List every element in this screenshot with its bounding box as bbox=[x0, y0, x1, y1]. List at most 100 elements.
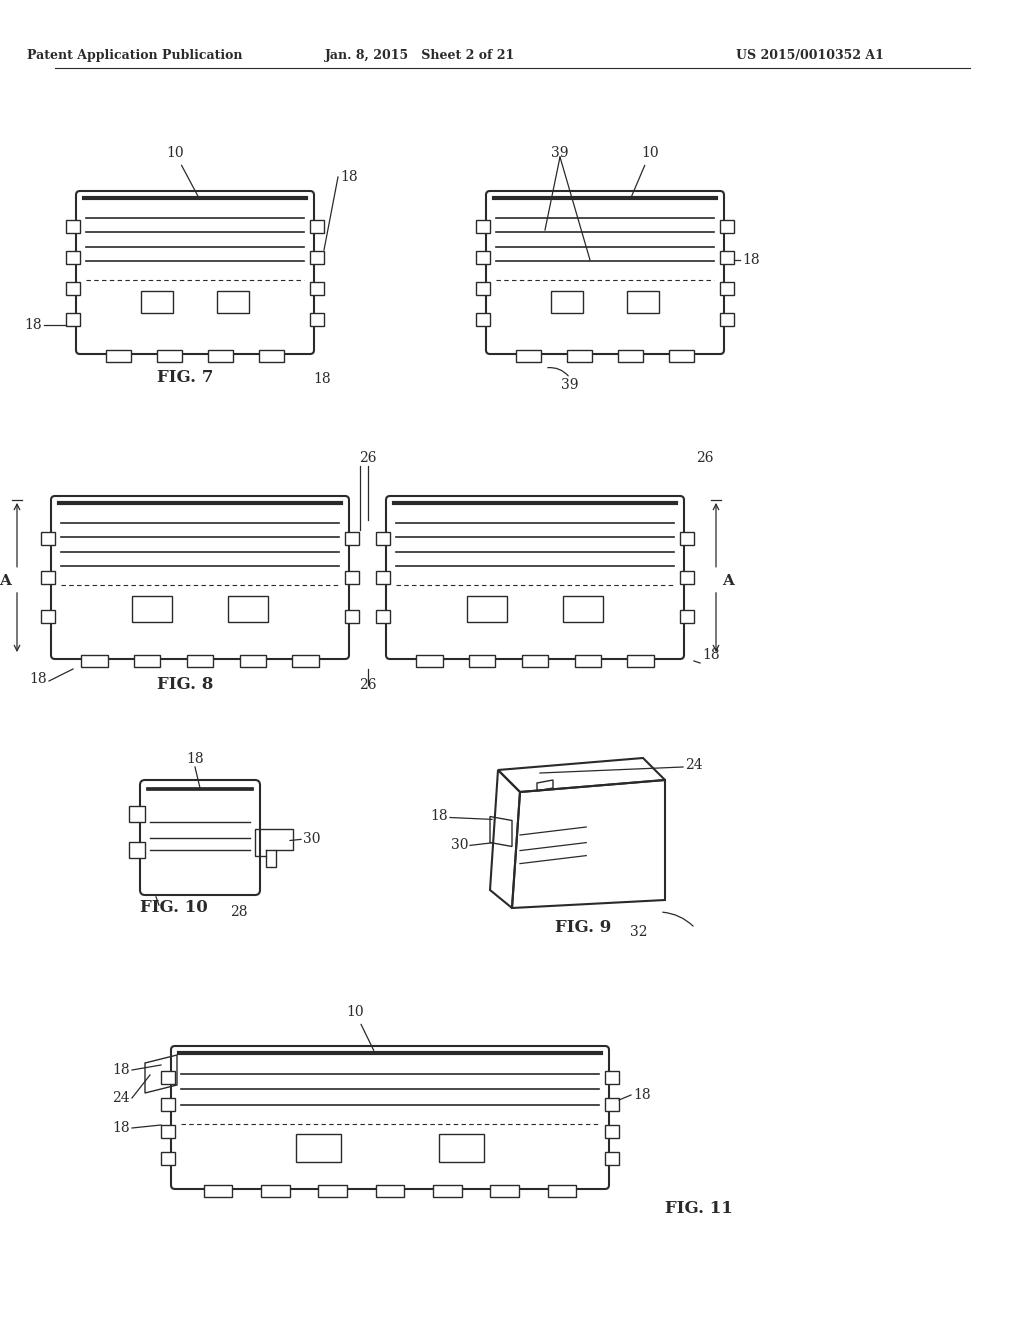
Bar bbox=[66, 281, 80, 294]
Bar bbox=[563, 597, 603, 622]
Text: 10: 10 bbox=[346, 1005, 374, 1051]
Text: 18: 18 bbox=[742, 253, 760, 267]
Bar bbox=[140, 292, 173, 313]
Bar bbox=[720, 281, 734, 294]
Text: 30: 30 bbox=[303, 832, 321, 846]
FancyBboxPatch shape bbox=[140, 780, 260, 895]
Bar bbox=[566, 350, 592, 362]
Bar bbox=[134, 655, 161, 667]
Bar bbox=[41, 572, 55, 583]
Text: 26: 26 bbox=[358, 451, 376, 465]
Bar bbox=[105, 350, 131, 362]
Bar bbox=[66, 313, 80, 326]
Bar bbox=[310, 219, 324, 232]
Bar bbox=[41, 532, 55, 545]
FancyBboxPatch shape bbox=[386, 496, 684, 659]
Bar bbox=[129, 807, 145, 822]
Bar bbox=[433, 1185, 462, 1197]
Bar bbox=[720, 251, 734, 264]
Bar bbox=[476, 219, 490, 232]
Text: 10: 10 bbox=[166, 147, 199, 198]
Bar bbox=[669, 350, 694, 362]
Text: 39: 39 bbox=[551, 147, 568, 160]
Bar bbox=[204, 1185, 232, 1197]
Text: FIG. 7: FIG. 7 bbox=[157, 370, 213, 385]
Text: 18: 18 bbox=[30, 672, 47, 686]
Bar bbox=[628, 292, 659, 313]
Text: Jan. 8, 2015   Sheet 2 of 21: Jan. 8, 2015 Sheet 2 of 21 bbox=[325, 49, 515, 62]
Bar bbox=[490, 1185, 519, 1197]
Bar bbox=[417, 655, 442, 667]
Bar bbox=[628, 655, 653, 667]
Bar bbox=[161, 1097, 175, 1110]
Text: A: A bbox=[722, 574, 734, 589]
Bar bbox=[228, 597, 268, 622]
Text: FIG. 11: FIG. 11 bbox=[665, 1200, 733, 1217]
Bar bbox=[476, 281, 490, 294]
FancyBboxPatch shape bbox=[51, 496, 349, 659]
Bar bbox=[261, 1185, 290, 1197]
Bar bbox=[186, 655, 213, 667]
Text: 30: 30 bbox=[451, 838, 468, 853]
Bar bbox=[296, 1134, 341, 1162]
Bar bbox=[208, 350, 233, 362]
FancyBboxPatch shape bbox=[171, 1045, 609, 1189]
Bar bbox=[310, 313, 324, 326]
Text: 28: 28 bbox=[230, 906, 248, 919]
Text: A: A bbox=[0, 574, 11, 589]
Bar bbox=[157, 350, 182, 362]
Bar bbox=[66, 219, 80, 232]
Text: Patent Application Publication: Patent Application Publication bbox=[28, 49, 243, 62]
Bar bbox=[132, 597, 172, 622]
Bar bbox=[41, 610, 55, 623]
Text: FIG. 10: FIG. 10 bbox=[140, 899, 208, 916]
Text: 18: 18 bbox=[113, 1121, 130, 1135]
Bar bbox=[161, 1125, 175, 1138]
Bar bbox=[680, 610, 694, 623]
Bar bbox=[259, 350, 285, 362]
Bar bbox=[217, 292, 249, 313]
Bar bbox=[376, 1185, 404, 1197]
Bar bbox=[467, 597, 507, 622]
Text: 18: 18 bbox=[186, 752, 204, 766]
Text: 24: 24 bbox=[685, 758, 702, 772]
Bar bbox=[605, 1097, 618, 1110]
Bar bbox=[318, 1185, 347, 1197]
Text: 26: 26 bbox=[696, 451, 714, 465]
Bar bbox=[310, 251, 324, 264]
Bar bbox=[476, 313, 490, 326]
FancyBboxPatch shape bbox=[486, 191, 724, 354]
Text: 18: 18 bbox=[340, 170, 357, 183]
Bar bbox=[376, 610, 390, 623]
Bar bbox=[515, 350, 541, 362]
Bar bbox=[376, 532, 390, 545]
Text: 18: 18 bbox=[113, 1063, 130, 1077]
Text: US 2015/0010352 A1: US 2015/0010352 A1 bbox=[736, 49, 884, 62]
Bar bbox=[605, 1151, 618, 1164]
Bar bbox=[345, 572, 359, 583]
Bar bbox=[680, 532, 694, 545]
Bar bbox=[161, 1151, 175, 1164]
Bar bbox=[548, 1185, 577, 1197]
Bar bbox=[605, 1125, 618, 1138]
Bar bbox=[292, 655, 318, 667]
Bar bbox=[469, 655, 496, 667]
Bar bbox=[522, 655, 548, 667]
Text: 32: 32 bbox=[630, 925, 647, 939]
Bar bbox=[720, 313, 734, 326]
Bar bbox=[345, 532, 359, 545]
Bar bbox=[376, 572, 390, 583]
Bar bbox=[605, 1071, 618, 1084]
Text: FIG. 9: FIG. 9 bbox=[555, 919, 611, 936]
Bar bbox=[66, 251, 80, 264]
Text: 18: 18 bbox=[25, 318, 42, 333]
Bar bbox=[310, 281, 324, 294]
Bar bbox=[345, 610, 359, 623]
Text: 10: 10 bbox=[631, 147, 658, 198]
Bar bbox=[551, 292, 583, 313]
Bar bbox=[680, 572, 694, 583]
Bar bbox=[476, 251, 490, 264]
Bar bbox=[720, 219, 734, 232]
Text: 18: 18 bbox=[430, 808, 449, 822]
Text: 18: 18 bbox=[633, 1088, 650, 1102]
